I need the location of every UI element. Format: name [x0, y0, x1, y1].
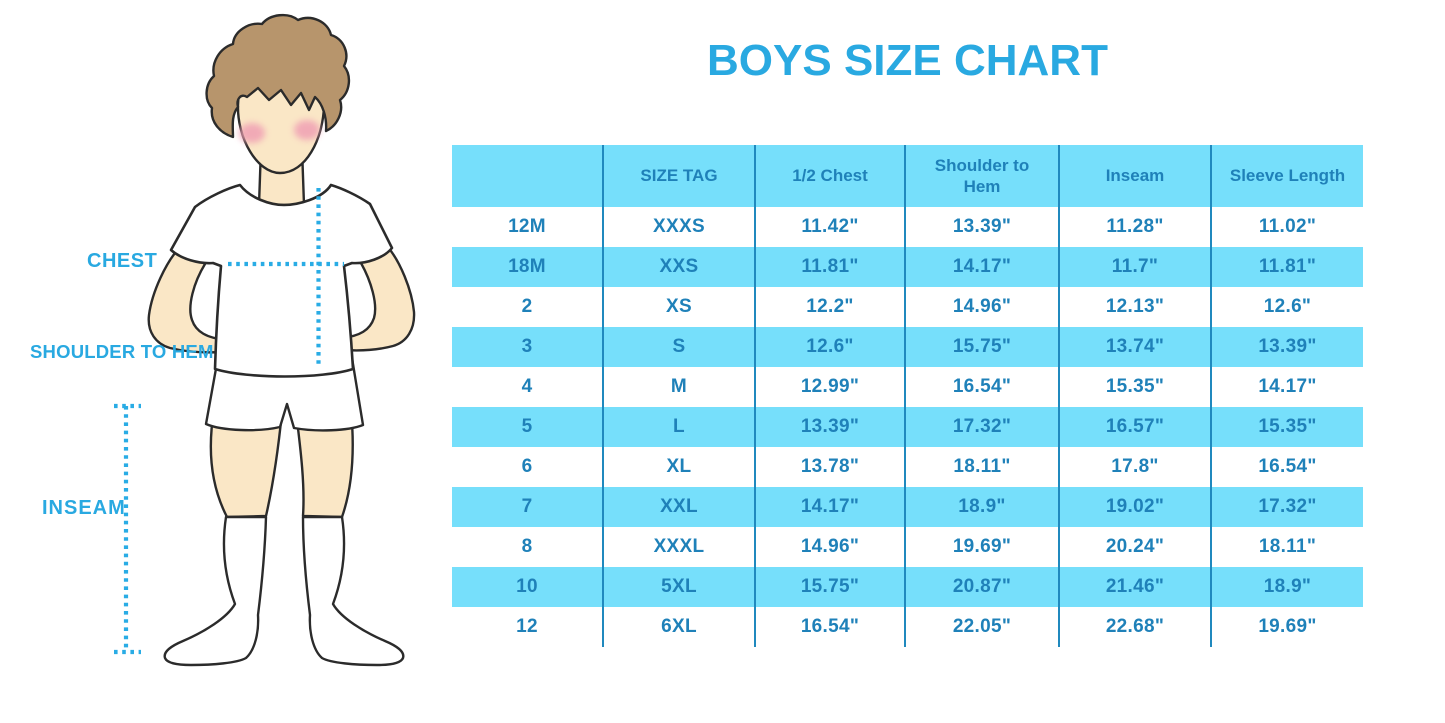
measurement-cell: 12.6" [754, 327, 905, 367]
measurement-cell: 22.68" [1058, 607, 1211, 647]
table-row: 12 6XL 16.54" 22.05" 22.68" 19.69" [452, 607, 1363, 647]
measurement-cell: XXXS [602, 207, 755, 247]
measurement-cell: 6XL [602, 607, 755, 647]
measurement-cell: 14.96" [754, 527, 905, 567]
size-label-cell: 7 [452, 487, 603, 527]
table-row: 5 L 13.39" 17.32" 16.57" 15.35" [452, 407, 1363, 447]
table-row: 2 XS 12.2" 14.96" 12.13" 12.6" [452, 287, 1363, 327]
measurement-cell: 18.9" [904, 487, 1059, 527]
measurement-cell: 18.9" [1210, 567, 1363, 607]
right-sock [301, 515, 405, 667]
measurement-cell: 19.69" [904, 527, 1059, 567]
measurement-cell: 17.8" [1058, 447, 1211, 487]
chest-label: CHEST [87, 250, 158, 272]
measurement-cell: 14.96" [904, 287, 1059, 327]
inseam-label: INSEAM [42, 497, 126, 519]
measurement-cell: 13.39" [904, 207, 1059, 247]
size-label-cell: 10 [452, 567, 603, 607]
size-label-cell: 2 [521, 296, 533, 317]
measurement-cell: 16.54" [754, 607, 905, 647]
header-shoulder-to-hem: Shoulder to Hem [904, 145, 1059, 207]
table-row: 7 XXL 14.17" 18.9" 19.02" 17.32" [452, 487, 1363, 527]
header-blank [452, 145, 603, 207]
measurement-cell: 15.75" [904, 327, 1059, 367]
measurement-cell: 13.78" [754, 447, 905, 487]
measurement-cell: 11.7" [1058, 247, 1211, 287]
measurement-cell: 16.54" [904, 367, 1059, 407]
measurement-cell: 21.46" [1058, 567, 1211, 607]
measurement-cell: 12.6" [1210, 287, 1363, 327]
measurement-cell: XXXL [602, 527, 755, 567]
measurement-cell: 15.75" [754, 567, 905, 607]
size-label-cell: 12 [516, 616, 538, 637]
size-table-body: 12M XXXS 11.42" 13.39" 11.28" 11.02" 18M XXS 11.… [452, 207, 1363, 647]
blush-right [294, 120, 320, 140]
measurement-cell: 11.42" [754, 207, 905, 247]
shoulder-to-hem-label: SHOULDER TO HEM [30, 341, 214, 362]
size-label-cell: 3 [452, 327, 603, 367]
header-row: SIZE TAG 1/2 Chest Shoulder to Hem Insea… [452, 145, 1363, 207]
measurement-cell: 18.11" [904, 447, 1059, 487]
measurement-cell: M [602, 367, 755, 407]
page-title: BOYS SIZE CHART [707, 36, 1108, 85]
measurement-cell: XXL [602, 487, 755, 527]
header-half-chest: 1/2 Chest [754, 145, 905, 207]
size-label-cell: 8 [521, 536, 533, 557]
size-label-cell: 6 [521, 456, 533, 477]
size-table: SIZE TAG 1/2 Chest Shoulder to Hem Insea… [452, 145, 1363, 647]
header-inseam: Inseam [1058, 145, 1211, 207]
measurement-cell: 16.57" [1058, 407, 1211, 447]
measurement-cell: 5XL [602, 567, 755, 607]
table-row: 6 XL 13.78" 18.11" 17.8" 16.54" [452, 447, 1363, 487]
measurement-cell: 12.99" [754, 367, 905, 407]
measurement-cell: 19.02" [1058, 487, 1211, 527]
measurement-cell: 14.17" [1210, 367, 1363, 407]
table-row: 8 XXXL 14.96" 19.69" 20.24" 18.11" [452, 527, 1363, 567]
tshirt [169, 183, 394, 378]
measurement-cell: 11.02" [1210, 207, 1363, 247]
measurement-lines [114, 188, 344, 655]
table-row: 4 M 12.99" 16.54" 15.35" 14.17" [452, 367, 1363, 407]
measurement-cell: 14.17" [754, 487, 905, 527]
measurement-cell: XS [602, 287, 755, 327]
size-label-cell: 4 [521, 376, 533, 397]
size-label-cell: 12M [508, 216, 546, 237]
measurement-cell: 13.39" [754, 407, 905, 447]
left-sock [163, 515, 268, 667]
size-label-cell: 5 [452, 407, 603, 447]
measurement-cell: 13.74" [1058, 327, 1211, 367]
measurement-cell: 11.81" [754, 247, 905, 287]
table-row: 18M XXS 11.81" 14.17" 11.7" 11.81" [452, 247, 1363, 287]
measurement-cell: L [602, 407, 755, 447]
blush-left [239, 123, 265, 143]
measurement-cell: 14.17" [904, 247, 1059, 287]
measurement-cell: 20.87" [904, 567, 1059, 607]
table-row: 12M XXXS 11.42" 13.39" 11.28" 11.02" [452, 207, 1363, 247]
header-size-tag: SIZE TAG [602, 145, 755, 207]
measurement-cell: 18.11" [1210, 527, 1363, 567]
table-row: 10 5XL 15.75" 20.87" 21.46" 18.9" [452, 567, 1363, 607]
measurement-cell: 13.39" [1210, 327, 1363, 367]
measurement-cell: 19.69" [1210, 607, 1363, 647]
measurement-cell: 22.05" [904, 607, 1059, 647]
measurement-cell: 17.32" [1210, 487, 1363, 527]
measurement-cell: 17.32" [904, 407, 1059, 447]
measurement-cell: 12.2" [754, 287, 905, 327]
header-sleeve-length: Sleeve Length [1210, 145, 1363, 207]
size-label-cell: 18M [452, 247, 603, 287]
measurement-cell: S [602, 327, 755, 367]
measurement-cell: XXS [602, 247, 755, 287]
measurement-cell: 15.35" [1058, 367, 1211, 407]
measurement-cell: 11.28" [1058, 207, 1211, 247]
measurement-cell: 20.24" [1058, 527, 1211, 567]
measurement-cell: 12.13" [1058, 287, 1211, 327]
measurement-cell: 11.81" [1210, 247, 1363, 287]
measurement-cell: 15.35" [1210, 407, 1363, 447]
hair [205, 13, 351, 139]
boy-illustration [114, 13, 416, 667]
table-row: 3 S 12.6" 15.75" 13.74" 13.39" [452, 327, 1363, 367]
measurement-cell: 16.54" [1210, 447, 1363, 487]
measurement-cell: XL [602, 447, 755, 487]
